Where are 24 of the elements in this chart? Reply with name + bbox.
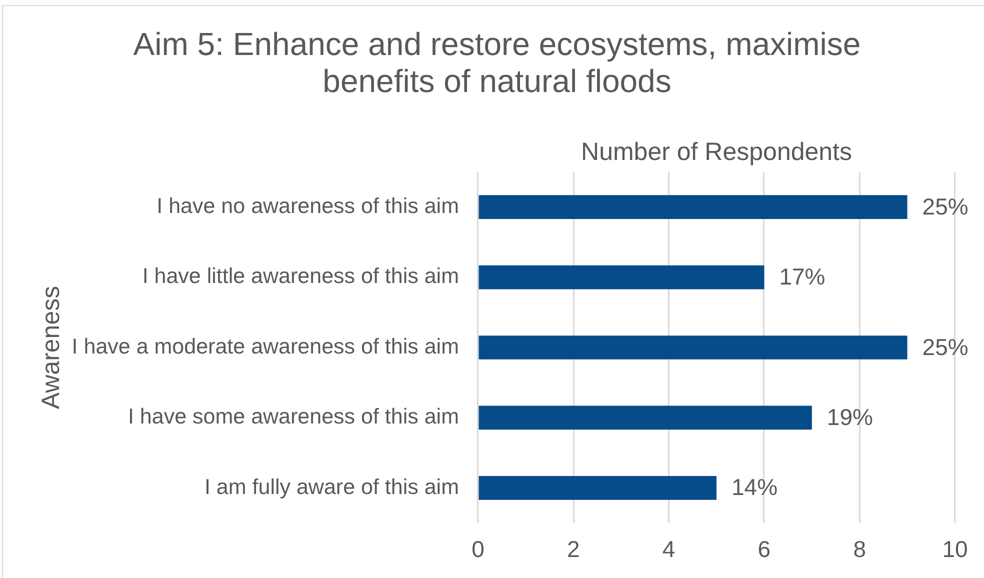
bar — [478, 406, 812, 430]
y-tick-label: I have little awareness of this aim — [142, 264, 459, 288]
y-axis-title: Awareness — [36, 286, 65, 410]
x-tick-label: 10 — [942, 536, 968, 562]
annotation: 17% — [779, 264, 826, 290]
x-tick-label: 8 — [853, 536, 866, 562]
bar — [478, 476, 716, 500]
x-tick-label: 4 — [662, 536, 676, 562]
y-tick-label: I have some awareness of this aim — [128, 404, 459, 429]
bar — [478, 336, 908, 360]
bar — [478, 195, 908, 220]
y-tick-label: I have no awareness of this aim — [156, 194, 459, 218]
x-tick-label: 2 — [567, 536, 580, 562]
x-axis-title: Number of Respondents — [581, 138, 852, 166]
annotation: 14% — [732, 474, 778, 500]
y-tick-label: I have a moderate awareness of this aim — [72, 334, 459, 358]
y-tick-label: I am fully aware of this aim — [204, 474, 459, 499]
bar — [478, 265, 764, 290]
chart-title: Aim 5: Enhance and restore ecosystems, maximise benefits of natural floods — [132, 26, 862, 100]
annotation: 19% — [826, 404, 873, 430]
x-tick-label: 0 — [472, 536, 484, 562]
annotation: 25% — [922, 193, 968, 220]
x-tick-label: 6 — [758, 536, 771, 562]
annotation: 25% — [922, 334, 968, 360]
